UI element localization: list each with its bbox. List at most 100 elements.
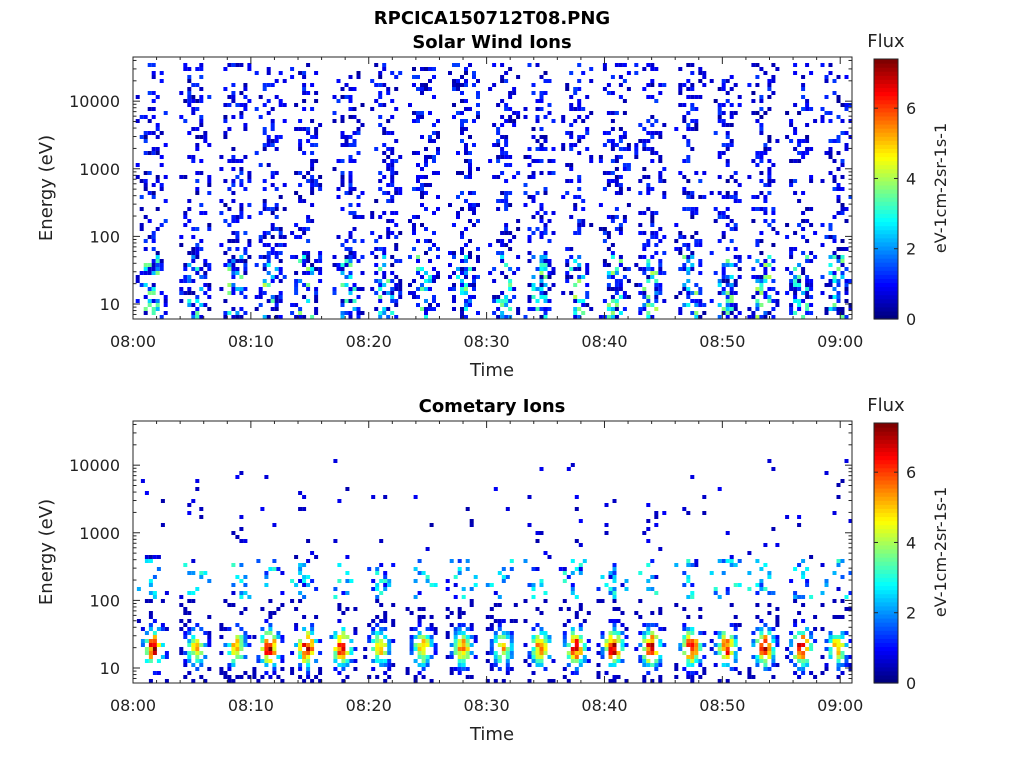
colorbar-segment <box>874 156 898 162</box>
heatmap-cell <box>574 647 579 651</box>
heatmap-cell <box>179 291 184 295</box>
heatmap-cell <box>694 231 699 235</box>
heatmap-cell <box>616 651 621 655</box>
heatmap-cell <box>662 235 667 239</box>
heatmap-cell <box>452 271 456 275</box>
heatmap-cell <box>256 655 261 659</box>
heatmap-cell <box>239 635 244 639</box>
heatmap-cell <box>539 663 544 667</box>
heatmap-cell <box>612 579 617 583</box>
heatmap-cell <box>235 247 240 251</box>
heatmap-cell <box>207 95 212 99</box>
heatmap-cell <box>386 147 391 151</box>
heatmap-cell <box>340 207 345 211</box>
heatmap-cell <box>386 191 391 195</box>
heatmap-cell <box>302 83 307 87</box>
heatmap-cell <box>805 219 810 223</box>
heatmap-cell <box>763 183 768 187</box>
heatmap-cell <box>606 91 611 95</box>
heatmap-cell <box>298 647 303 651</box>
colorbar-segment <box>874 569 898 574</box>
heatmap-cell <box>298 599 303 603</box>
heatmap-cell <box>417 635 422 639</box>
heatmap-cell <box>262 127 267 131</box>
heatmap-cell <box>264 643 269 647</box>
heatmap-cell <box>729 307 734 311</box>
heatmap-cell <box>183 611 188 615</box>
heatmap-cell <box>416 179 420 183</box>
colorbar-segment <box>874 115 898 121</box>
heatmap-cell <box>828 263 833 267</box>
heatmap-cell <box>836 267 841 271</box>
heatmap-cell <box>266 207 271 211</box>
heatmap-cell <box>264 583 269 587</box>
heatmap-cell <box>570 647 575 651</box>
heatmap-cell <box>456 267 460 271</box>
heatmap-cell <box>231 307 236 311</box>
heatmap-cell <box>797 275 802 279</box>
heatmap-cell <box>682 267 687 271</box>
heatmap-cell <box>378 315 383 319</box>
heatmap-cell <box>476 167 480 171</box>
heatmap-cell <box>348 179 353 183</box>
heatmap-cell <box>152 635 157 639</box>
heatmap-cell <box>725 223 730 227</box>
heatmap-cell <box>606 315 611 319</box>
heatmap-cell <box>606 307 611 311</box>
heatmap-cell <box>836 187 841 191</box>
heatmap-cell <box>179 243 184 247</box>
heatmap-cell <box>767 591 772 595</box>
heatmap-cell <box>337 643 342 647</box>
heatmap-cell <box>840 239 845 243</box>
heatmap-cell <box>336 195 341 199</box>
heatmap-cell <box>516 75 521 79</box>
heatmap-cell <box>729 635 734 639</box>
heatmap-cell <box>589 159 594 163</box>
heatmap-cell <box>302 127 307 131</box>
heatmap-cell <box>504 191 509 195</box>
heatmap-cell <box>694 95 699 99</box>
heatmap-cell <box>155 255 160 259</box>
heatmap-cell <box>646 563 651 567</box>
heatmap-cell <box>713 651 718 655</box>
heatmap-cell <box>759 151 764 155</box>
heatmap-cell <box>413 647 418 651</box>
heatmap-cell <box>642 659 647 663</box>
heatmap-cell <box>767 79 772 83</box>
heatmap-cell <box>725 191 730 195</box>
heatmap-cell <box>464 147 468 151</box>
heatmap-cell <box>747 667 752 671</box>
heatmap-cell <box>523 107 528 111</box>
heatmap-cell <box>658 627 663 631</box>
heatmap-cell <box>314 267 319 271</box>
heatmap-cell <box>464 315 468 319</box>
heatmap-cell <box>654 511 659 515</box>
heatmap-cell <box>500 191 505 195</box>
heatmap-cell <box>375 587 380 591</box>
heatmap-cell <box>333 459 338 463</box>
heatmap-cell <box>832 187 837 191</box>
heatmap-cell <box>310 551 315 555</box>
heatmap-cell <box>759 315 764 319</box>
heatmap-cell <box>398 155 403 159</box>
heatmap-cell <box>646 663 651 667</box>
heatmap-cell <box>848 571 853 575</box>
heatmap-cell <box>608 651 613 655</box>
heatmap-cell <box>582 559 587 563</box>
heatmap-cell <box>460 307 464 311</box>
heatmap-cell <box>504 107 509 111</box>
heatmap-cell <box>272 639 277 643</box>
heatmap-cell <box>737 559 742 563</box>
heatmap-cell <box>650 267 655 271</box>
heatmap-cell <box>280 679 285 683</box>
heatmap-cell <box>344 83 349 87</box>
heatmap-cell <box>622 295 627 299</box>
heatmap-cell <box>686 63 691 67</box>
heatmap-cell <box>394 299 399 303</box>
heatmap-cell <box>262 87 267 91</box>
heatmap-cell <box>531 567 536 571</box>
heatmap-cell <box>374 263 379 267</box>
heatmap-cell <box>344 139 349 143</box>
heatmap-cell <box>452 251 456 255</box>
heatmap-cell <box>508 191 513 195</box>
